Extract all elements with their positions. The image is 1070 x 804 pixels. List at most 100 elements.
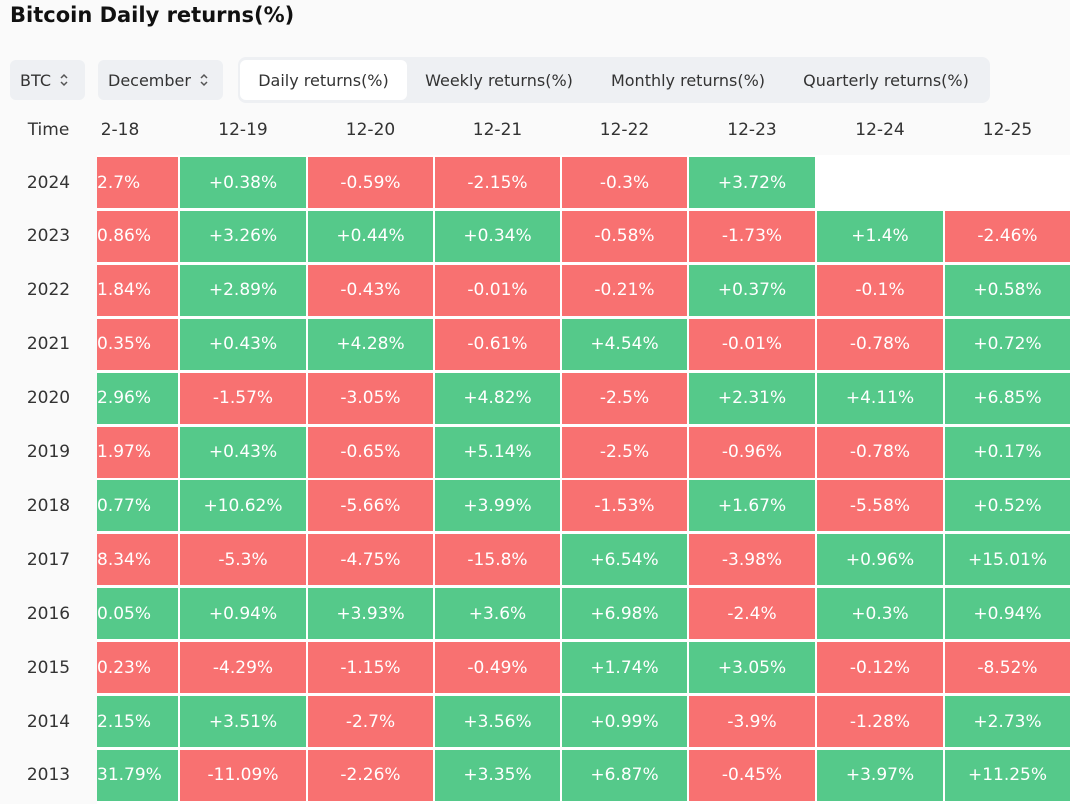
return-cell: +0.43% (180, 426, 306, 478)
tab[interactable]: Monthly returns(%) (610, 70, 766, 90)
return-cell: +0.58% (945, 264, 1070, 316)
return-cell: +0.34% (435, 210, 560, 262)
return-cell: -3.9% (689, 696, 815, 747)
table-body (97, 155, 1070, 804)
return-cell: -2.7% (308, 696, 433, 747)
return-cell: +3.99% (435, 480, 560, 532)
return-cell: -0.01% (435, 264, 560, 316)
return-cell: -0.49% (435, 642, 560, 694)
return-cell: +0.17% (945, 426, 1070, 478)
return-cell: +6.87% (562, 749, 687, 801)
return-cell: -3.98% (689, 534, 815, 586)
return-cell: +2.31% (689, 372, 815, 424)
return-cell: -0.58% (562, 210, 687, 262)
return-cell: -0.96% (689, 426, 815, 478)
return-cell: +4.11% (817, 372, 943, 424)
return-cell: +6.85% (945, 372, 1070, 424)
return-cell: +3.6% (435, 588, 560, 640)
year-label: 2014 (26, 711, 71, 732)
return-cell: -0.12% (817, 642, 943, 694)
return-cell: -5.3% (180, 534, 306, 586)
column-header: 12-19 (218, 120, 268, 140)
time-header: Time (27, 120, 70, 140)
return-cell: +0.38% (180, 157, 306, 208)
return-cell: +3.51% (180, 696, 306, 747)
return-cell: 0.77% (97, 480, 178, 532)
return-cell: 31.79% (97, 749, 178, 801)
return-cell: -0.21% (562, 264, 687, 316)
return-cell: +0.52% (945, 480, 1070, 532)
chevron (200, 73, 208, 87)
return-cell: -0.78% (817, 426, 943, 478)
return-cell: 0.05% (97, 588, 178, 640)
return-cell: -1.57% (180, 372, 306, 424)
column-header: 12-21 (472, 120, 523, 140)
year-label: 2020 (26, 388, 71, 409)
return-cell: +3.97% (817, 749, 943, 801)
month-label: December (108, 70, 191, 90)
return-cell: 2.7% (97, 157, 178, 208)
return-cell: -0.43% (308, 264, 433, 316)
return-cell: +4.28% (308, 318, 433, 370)
return-cell: -1.28% (817, 696, 943, 747)
return-cell: +3.56% (435, 696, 560, 747)
year-label: 2016 (26, 603, 71, 624)
year-label: 2022 (26, 280, 71, 301)
column-header: 12-25 (982, 120, 1033, 140)
return-cell: -1.53% (562, 480, 687, 532)
year-label: 2015 (26, 657, 71, 678)
return-cell: +4.54% (562, 318, 687, 370)
return-cell: -3.05% (308, 372, 433, 424)
return-cell: -0.45% (689, 749, 815, 801)
return-cell: -0.3% (562, 157, 687, 208)
return-cell: -0.1% (817, 264, 943, 316)
year-label: 2021 (26, 334, 71, 355)
column-header: 2-18 (100, 120, 140, 140)
return-cell: 0.35% (97, 318, 178, 370)
asset-select[interactable]: BTC (10, 60, 85, 100)
year-label: 2019 (26, 442, 71, 462)
return-cell: 2.96% (97, 372, 178, 424)
return-cell: -0.01% (689, 318, 815, 370)
return-cell: +0.44% (308, 210, 433, 262)
tab[interactable]: Weekly returns(%) (425, 70, 573, 90)
return-cell: -5.58% (817, 480, 943, 532)
year-label: 2018 (26, 495, 71, 516)
return-cell: -0.78% (817, 318, 943, 370)
return-cell: +3.26% (180, 210, 306, 262)
return-cell: 2.15% (97, 696, 178, 747)
return-cell: 0.86% (97, 210, 178, 262)
tab[interactable]: Quarterly returns(%) (803, 70, 969, 90)
return-cell: +3.35% (435, 749, 560, 801)
return-cell: -0.61% (435, 318, 560, 370)
return-cell: -4.75% (308, 534, 433, 586)
return-cell: -2.5% (562, 372, 687, 424)
return-cell: -0.59% (308, 157, 433, 208)
return-cell: +0.37% (689, 264, 815, 316)
return-cell: 8.34% (97, 534, 178, 586)
return-cell: +3.93% (308, 588, 433, 640)
return-cell: +2.89% (180, 264, 306, 316)
return-cell: +0.72% (945, 318, 1070, 370)
return-cell: +15.01% (945, 534, 1070, 586)
return-cell: 0.23% (97, 642, 178, 694)
return-cell: +0.3% (817, 588, 943, 640)
return-cell: 1.84% (97, 264, 178, 316)
return-cell: +0.99% (562, 696, 687, 747)
return-cell: +3.05% (689, 642, 815, 694)
column-header: 12-20 (345, 120, 396, 140)
title: Bitcoin Daily returns(%) (10, 3, 295, 27)
month-select[interactable]: December (98, 60, 223, 100)
chevron (60, 73, 68, 87)
return-cell: +4.82% (435, 372, 560, 424)
return-cell: -2.15% (435, 157, 560, 208)
tab[interactable]: Daily returns(%) (240, 60, 407, 100)
return-cell: +0.94% (180, 588, 306, 640)
return-cell: +0.94% (945, 588, 1070, 640)
return-cell: +11.25% (945, 749, 1070, 801)
return-cell: -2.26% (308, 749, 433, 801)
return-cell: +10.62% (180, 480, 306, 532)
return-cell: -2.46% (945, 210, 1070, 262)
return-cell: -4.29% (180, 642, 306, 694)
